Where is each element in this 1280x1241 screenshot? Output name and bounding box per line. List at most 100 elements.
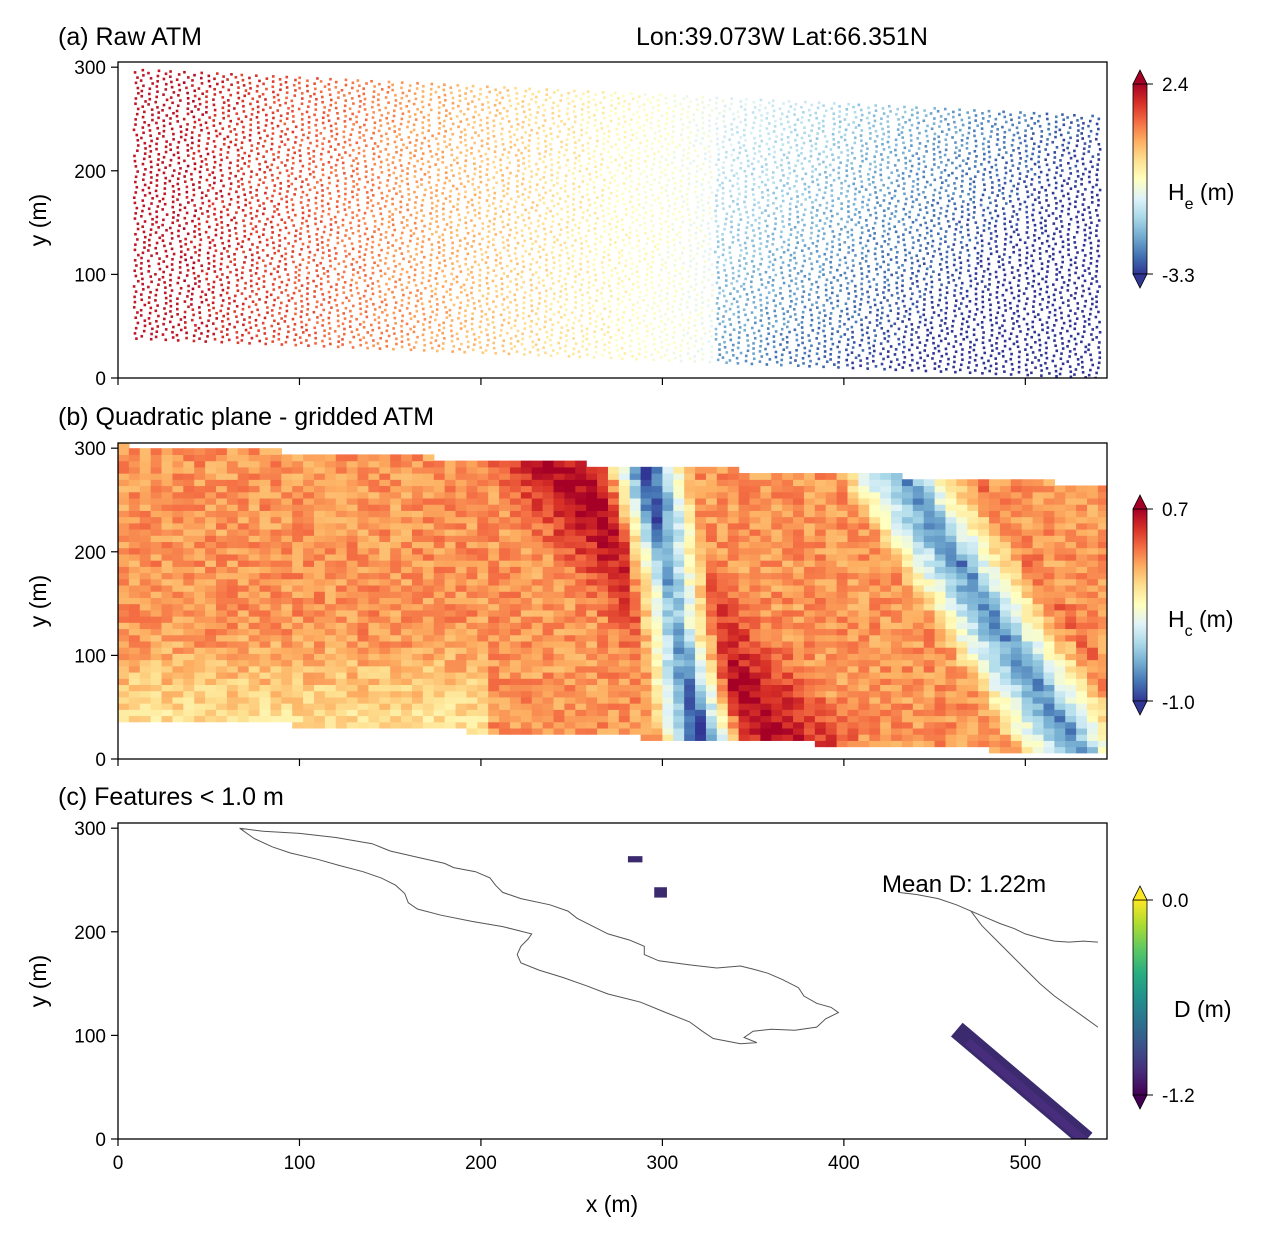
atm-point xyxy=(169,278,172,282)
atm-point xyxy=(744,113,748,117)
atm-point xyxy=(185,211,189,215)
atm-point xyxy=(552,297,556,301)
atm-point xyxy=(603,183,606,187)
atm-point xyxy=(796,200,799,203)
atm-point xyxy=(774,314,777,318)
atm-point xyxy=(266,243,269,247)
atm-point xyxy=(663,353,667,357)
atm-point xyxy=(581,293,584,297)
atm-point xyxy=(143,220,147,223)
atm-point xyxy=(607,263,611,267)
atm-point xyxy=(208,246,212,250)
atm-point xyxy=(492,310,495,314)
atm-point xyxy=(788,125,792,129)
atm-point xyxy=(768,122,771,125)
atm-point xyxy=(349,221,352,225)
atm-point xyxy=(781,276,785,280)
atm-point xyxy=(206,251,210,255)
atm-point xyxy=(608,258,611,262)
atm-point xyxy=(793,123,797,127)
atm-point xyxy=(628,123,632,126)
atm-point xyxy=(757,329,761,333)
atm-point xyxy=(227,307,230,310)
atm-point xyxy=(394,321,397,325)
atm-point xyxy=(430,155,434,158)
atm-point xyxy=(448,143,452,146)
atm-point xyxy=(336,236,339,240)
atm-point xyxy=(199,165,203,169)
atm-point xyxy=(652,162,656,166)
atm-point xyxy=(491,129,495,133)
atm-point xyxy=(308,188,312,192)
atm-point xyxy=(373,121,377,125)
atm-point xyxy=(522,311,525,315)
atm-point xyxy=(565,298,568,301)
atm-point xyxy=(695,252,699,255)
atm-point xyxy=(227,88,231,92)
atm-point xyxy=(444,114,448,118)
atm-point xyxy=(147,270,151,273)
atm-point xyxy=(796,287,799,291)
atm-point xyxy=(715,127,719,131)
atm-point xyxy=(335,127,338,131)
atm-point xyxy=(653,348,657,351)
atm-point xyxy=(623,352,627,355)
atm-point xyxy=(558,254,562,257)
atm-point xyxy=(465,87,468,90)
atm-point xyxy=(682,333,686,337)
atm-point xyxy=(751,208,755,212)
atm-point xyxy=(764,209,767,212)
atm-point xyxy=(276,208,279,211)
atm-point xyxy=(724,222,727,226)
atm-point xyxy=(703,147,706,150)
atm-point xyxy=(193,167,197,171)
atm-point xyxy=(465,149,469,152)
atm-point xyxy=(435,189,438,192)
atm-point xyxy=(743,200,746,204)
atm-point xyxy=(355,317,358,321)
atm-point xyxy=(646,154,649,158)
atm-point xyxy=(329,77,332,81)
atm-point xyxy=(514,226,517,229)
atm-point xyxy=(422,255,426,259)
atm-point xyxy=(193,235,197,239)
atm-point xyxy=(186,295,189,298)
atm-point xyxy=(352,169,355,173)
atm-point xyxy=(230,218,233,222)
atm-point xyxy=(320,215,324,218)
atm-point xyxy=(772,335,776,338)
atm-point xyxy=(578,185,581,189)
atm-point xyxy=(472,157,476,160)
atm-point xyxy=(240,167,243,170)
atm-point xyxy=(211,186,215,190)
atm-point xyxy=(435,184,438,187)
atm-point xyxy=(721,202,725,205)
atm-point xyxy=(336,345,340,349)
atm-point xyxy=(811,170,814,173)
atm-point xyxy=(229,119,233,123)
atm-point xyxy=(593,227,597,230)
atm-point xyxy=(657,196,660,200)
atm-point xyxy=(810,344,813,348)
atm-point xyxy=(678,143,682,147)
atm-point xyxy=(169,148,173,152)
atm-point xyxy=(220,283,223,287)
atm-point xyxy=(487,230,491,233)
atm-point xyxy=(760,355,764,358)
atm-point xyxy=(737,336,741,339)
atm-point xyxy=(147,123,151,127)
atm-point xyxy=(249,185,253,189)
atm-point xyxy=(437,96,441,99)
atm-point xyxy=(808,257,812,260)
atm-point xyxy=(249,175,253,179)
atm-point xyxy=(371,282,375,285)
atm-point xyxy=(800,105,803,109)
atm-point xyxy=(414,247,418,251)
atm-point xyxy=(291,317,295,321)
atm-point xyxy=(782,153,786,157)
atm-point xyxy=(730,97,734,100)
atm-point xyxy=(164,249,168,253)
atm-point xyxy=(486,343,489,347)
atm-point xyxy=(235,315,238,319)
atm-point xyxy=(313,326,317,330)
